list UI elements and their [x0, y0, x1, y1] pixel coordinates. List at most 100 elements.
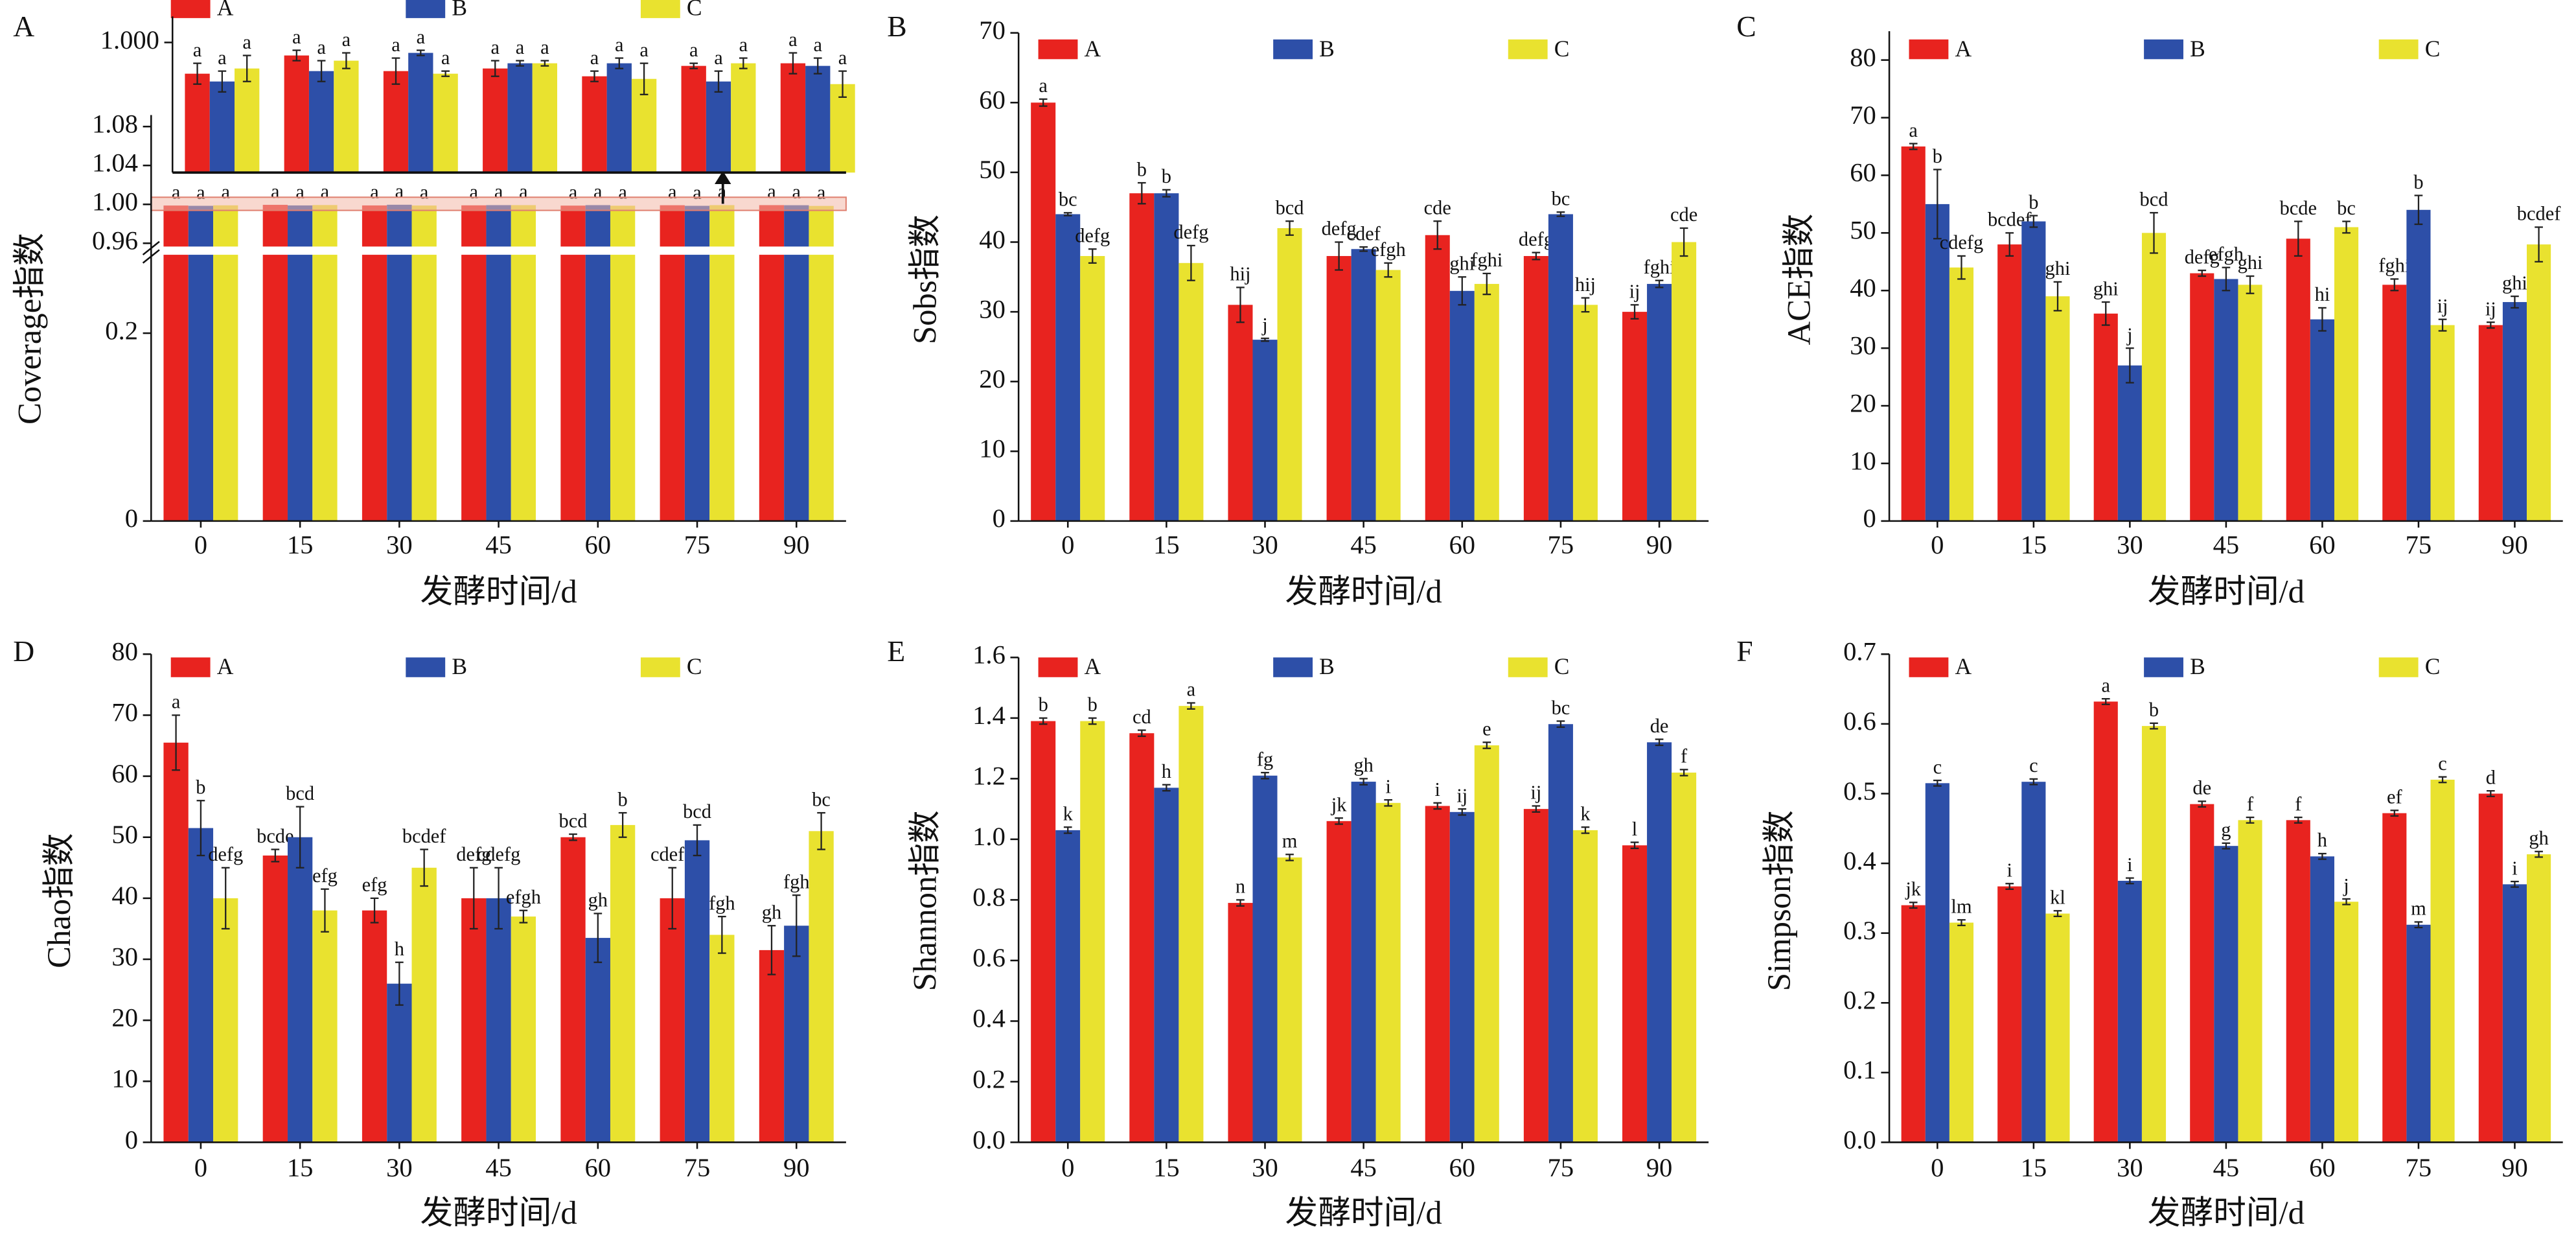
x-tick-label: 30 — [386, 1153, 413, 1182]
bar — [312, 205, 338, 521]
significance-label: ghi — [2502, 272, 2527, 294]
bar — [2141, 233, 2167, 521]
legend-swatch — [1909, 657, 1949, 677]
significance-label: c — [2438, 752, 2446, 775]
bar — [809, 831, 834, 1143]
panel-label: F — [1736, 635, 1753, 668]
significance-label: bcd — [559, 810, 588, 832]
panel-label: A — [13, 10, 34, 43]
bar — [2430, 325, 2455, 521]
inset-bar — [185, 73, 210, 173]
inset-bar — [483, 68, 508, 173]
significance-label: efg — [312, 865, 338, 887]
significance-label: f — [1681, 745, 1688, 767]
bar — [2382, 285, 2407, 521]
inset-significance-label: a — [788, 29, 798, 51]
bar — [2334, 902, 2359, 1143]
bar — [784, 205, 809, 521]
bar — [411, 205, 437, 521]
bar — [1351, 782, 1376, 1143]
significance-label: bcde — [257, 825, 293, 847]
bar — [1154, 193, 1179, 521]
significance-label: ij — [2437, 295, 2448, 317]
y-tick-label: 10 — [979, 434, 1006, 463]
bar — [2021, 221, 2046, 521]
bar — [2021, 782, 2046, 1143]
bar — [188, 205, 214, 521]
significance-label: hi — [2315, 283, 2330, 305]
bar — [2430, 779, 2455, 1143]
bar — [585, 938, 610, 1143]
x-tick-label: 60 — [1449, 1153, 1476, 1182]
bar — [784, 926, 809, 1143]
x-tick-label: 90 — [783, 530, 810, 559]
bar — [1326, 256, 1351, 521]
significance-label: bcdef — [2517, 203, 2561, 225]
y-tick-label: 1.08 — [92, 110, 138, 139]
bar — [1622, 845, 1648, 1143]
significance-label: bc — [2337, 197, 2356, 219]
bar — [287, 837, 313, 1143]
x-tick-label: 75 — [684, 1153, 711, 1182]
x-tick-label: 75 — [1548, 530, 1574, 559]
significance-label: defg — [208, 843, 243, 865]
x-axis-label: 发酵时间/d — [1285, 1195, 1442, 1231]
bar — [1351, 249, 1376, 521]
bar — [585, 205, 610, 521]
legend-swatch — [2378, 39, 2419, 60]
x-tick-label: 90 — [1646, 530, 1673, 559]
bar — [1228, 903, 1253, 1143]
x-tick-label: 0 — [1061, 530, 1074, 559]
x-tick-label: 0 — [1931, 1153, 1944, 1182]
bar — [1672, 242, 1697, 521]
bar — [486, 205, 511, 521]
inset-bar — [235, 68, 260, 173]
y-tick-label: 10 — [111, 1064, 138, 1093]
bar — [1548, 214, 1573, 521]
significance-label: defg — [2185, 246, 2220, 268]
bar — [2382, 813, 2407, 1143]
y-axis-label: Sobs指数 — [906, 215, 943, 344]
bar — [1277, 227, 1302, 521]
bar — [1474, 745, 1499, 1143]
panel-label: C — [1736, 10, 1756, 43]
significance-label: i — [2127, 854, 2132, 876]
bar — [1080, 721, 1105, 1143]
significance-label: b — [1933, 145, 1942, 167]
y-tick-label: 20 — [1850, 388, 1876, 417]
significance-label: l — [1632, 818, 1637, 840]
significance-label: defg — [1519, 228, 1554, 250]
inset-significance-label: a — [639, 39, 649, 61]
y-tick-label: 1.2 — [972, 762, 1006, 791]
significance-label: cde — [1424, 196, 1451, 218]
inset-y-tick-label: 1.000 — [100, 25, 159, 54]
significance-label: defg — [456, 843, 491, 865]
significance-label: cdefg — [477, 843, 521, 865]
significance-label: g — [2221, 819, 2231, 841]
bar — [809, 205, 834, 521]
axis-break — [141, 246, 846, 255]
y-tick-label: 0 — [125, 1125, 138, 1154]
significance-label: defg — [1173, 221, 1208, 243]
significance-label: e — [1482, 718, 1491, 740]
bar — [709, 935, 735, 1143]
x-tick-label: 45 — [1350, 1153, 1377, 1182]
significance-label: a — [172, 691, 181, 713]
inset-significance-label: a — [218, 47, 227, 69]
x-tick-label: 30 — [386, 530, 413, 559]
significance-label: a — [2101, 674, 2110, 696]
significance-label: ij — [2485, 297, 2496, 320]
bar — [1572, 830, 1598, 1143]
significance-label: bcd — [683, 800, 711, 822]
y-tick-label: 0 — [125, 504, 138, 533]
y-tick-label: 1.0 — [972, 822, 1006, 851]
bar — [312, 910, 338, 1143]
bar — [2214, 846, 2238, 1143]
x-tick-label: 60 — [585, 1153, 612, 1182]
bar — [2093, 313, 2118, 521]
inset-bar — [805, 65, 831, 173]
bar — [1277, 857, 1302, 1143]
significance-label: cdefg — [1940, 231, 1984, 253]
bar — [287, 205, 313, 521]
bar — [759, 205, 785, 521]
